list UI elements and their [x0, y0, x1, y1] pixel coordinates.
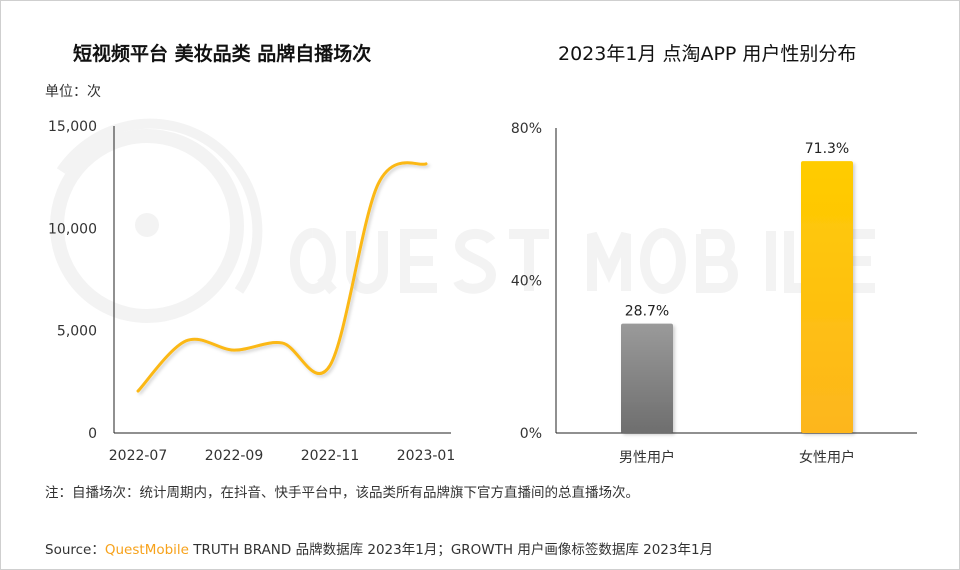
watermark-lettering — [289, 228, 875, 295]
y-tick-label: 10,000 — [48, 221, 97, 237]
source-prefix: Source： — [45, 542, 105, 558]
watermark-glyph — [453, 229, 497, 294]
bar — [621, 323, 673, 433]
y-tick-label: 15,000 — [48, 119, 97, 135]
watermark-glyph — [587, 231, 631, 291]
x-tick-label: 男性用户 — [619, 449, 675, 466]
bar-chart-title: 2023年1月 点淘APP 用户性别分布 — [558, 43, 857, 65]
x-tick-label: 女性用户 — [799, 449, 855, 466]
data-label: 28.7% — [625, 304, 669, 320]
bar — [801, 161, 853, 433]
y-tick-label: 40% — [511, 274, 542, 290]
watermark-glyph — [639, 228, 686, 294]
y-tick-label: 0 — [88, 426, 97, 442]
line-chart-title: 短视频平台 美妆品类 品牌自播场次 — [73, 43, 372, 65]
data-label: 71.3% — [805, 141, 849, 157]
watermark-glyph — [696, 229, 738, 293]
x-tick-label: 2022-07 — [109, 448, 168, 464]
watermark-glyph — [289, 228, 337, 295]
source-brand: QuestMobile — [104, 542, 189, 558]
y-tick-label: 0% — [520, 426, 542, 442]
y-tick-label: 80% — [511, 121, 542, 137]
watermark-glyph — [400, 229, 437, 293]
y-tick-label: 5,000 — [57, 324, 97, 340]
footnote: 注：自播场次：统计周期内，在抖音、快手平台中，该品类所有品牌旗下官方直播间的总直… — [45, 485, 639, 501]
x-tick-label: 2023-01 — [397, 448, 456, 464]
watermark-glyph — [509, 229, 549, 291]
series-line — [136, 161, 428, 393]
watermark-glyph — [346, 231, 388, 294]
unit-label: 单位：次 — [45, 84, 101, 100]
x-tick-label: 2022-09 — [205, 448, 264, 464]
source-line: Source：QuestMobile TRUTH BRAND 品牌数据库 202… — [45, 538, 713, 558]
source-rest: TRUTH BRAND 品牌数据库 2023年1月；GROWTH 用户画像标签数… — [188, 542, 714, 558]
x-tick-label: 2022-11 — [301, 448, 360, 464]
